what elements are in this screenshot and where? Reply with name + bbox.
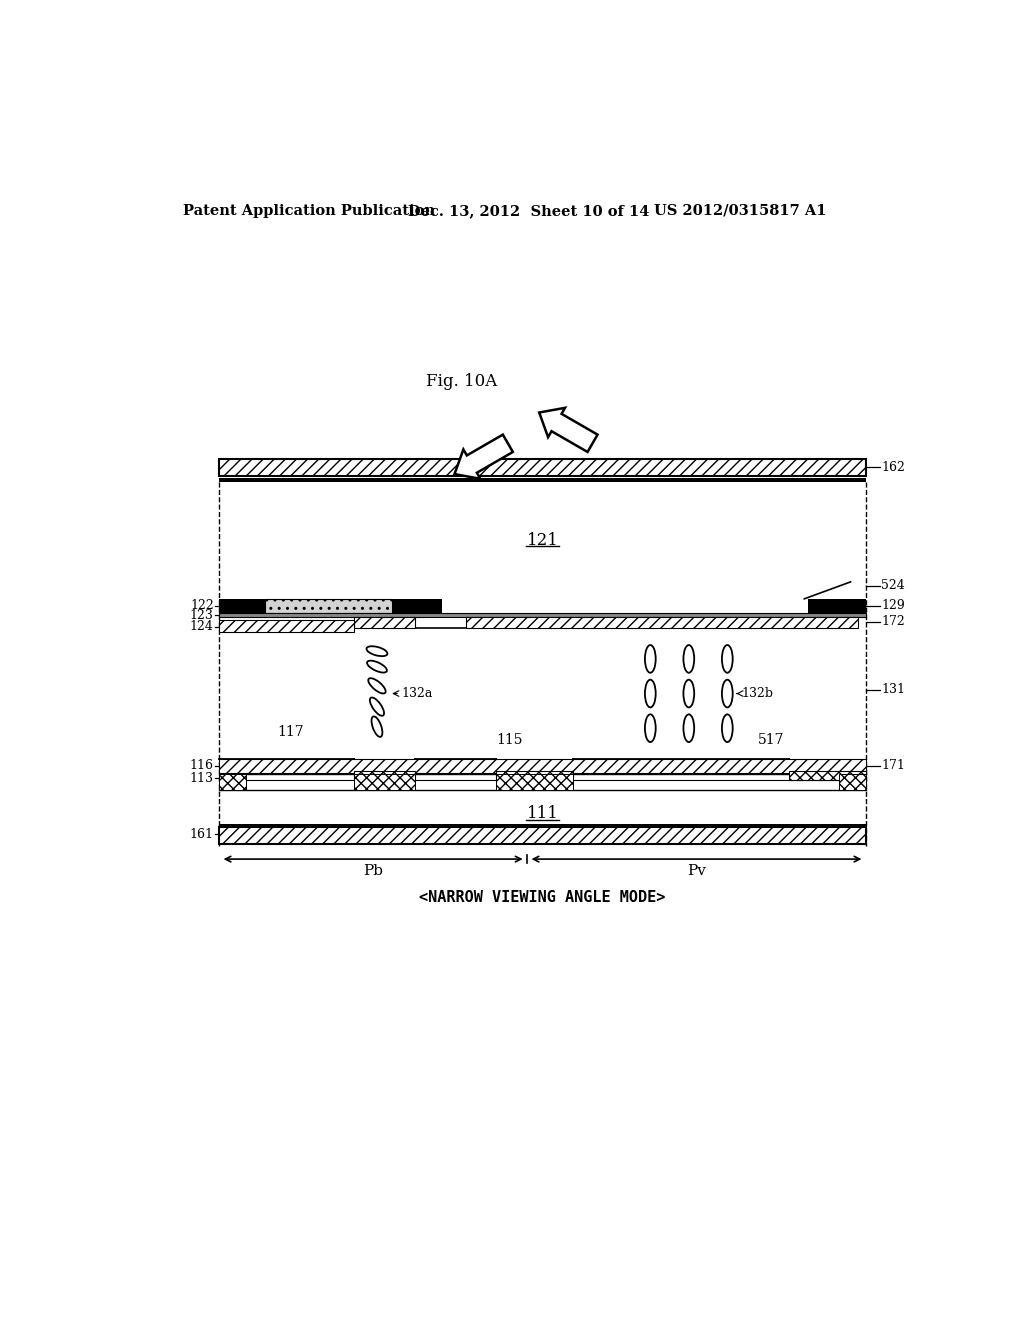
- Ellipse shape: [372, 717, 382, 737]
- Text: 123: 123: [189, 609, 214, 622]
- Text: 116: 116: [189, 759, 214, 772]
- Text: 117: 117: [276, 725, 303, 739]
- Text: Dec. 13, 2012  Sheet 10 of 14: Dec. 13, 2012 Sheet 10 of 14: [408, 203, 649, 218]
- Text: 131: 131: [882, 684, 905, 696]
- Bar: [354, 616, 416, 628]
- Text: 111: 111: [526, 805, 558, 822]
- Text: Pb: Pb: [364, 865, 383, 878]
- Bar: [497, 771, 573, 780]
- Ellipse shape: [645, 714, 655, 742]
- Bar: [808, 599, 866, 612]
- Bar: [219, 620, 354, 632]
- Bar: [354, 771, 416, 780]
- Ellipse shape: [367, 647, 387, 656]
- Ellipse shape: [645, 680, 655, 708]
- Polygon shape: [455, 434, 513, 479]
- Text: 524: 524: [882, 579, 905, 593]
- Bar: [219, 459, 866, 475]
- Text: 517: 517: [758, 733, 784, 747]
- Bar: [219, 612, 866, 616]
- Bar: [788, 771, 866, 780]
- Text: 172: 172: [882, 615, 905, 628]
- Text: <NARROW VIEWING ANGLE MODE>: <NARROW VIEWING ANGLE MODE>: [419, 890, 666, 906]
- Text: 161: 161: [189, 828, 214, 841]
- Text: 124: 124: [189, 620, 214, 634]
- Bar: [219, 824, 866, 826]
- Bar: [219, 759, 866, 774]
- Text: 132b: 132b: [741, 686, 773, 700]
- Ellipse shape: [683, 680, 694, 708]
- Ellipse shape: [367, 660, 387, 673]
- Bar: [354, 775, 416, 789]
- Polygon shape: [540, 408, 598, 451]
- Ellipse shape: [645, 645, 655, 673]
- Bar: [219, 599, 265, 612]
- Ellipse shape: [370, 697, 384, 715]
- Text: US 2012/0315817 A1: US 2012/0315817 A1: [654, 203, 826, 218]
- Text: 132a: 132a: [401, 686, 433, 700]
- Bar: [219, 826, 866, 843]
- Bar: [219, 478, 866, 482]
- Ellipse shape: [722, 714, 733, 742]
- Ellipse shape: [683, 645, 694, 673]
- Text: 162: 162: [882, 461, 905, 474]
- Text: 115: 115: [497, 733, 523, 747]
- Text: 129: 129: [882, 599, 905, 612]
- Text: 171: 171: [882, 759, 905, 772]
- Ellipse shape: [722, 680, 733, 708]
- Ellipse shape: [722, 645, 733, 673]
- Bar: [392, 599, 442, 612]
- Text: 121: 121: [526, 532, 558, 549]
- Bar: [466, 616, 858, 628]
- Text: 113: 113: [189, 772, 214, 785]
- Text: Pv: Pv: [687, 865, 706, 878]
- Text: Patent Application Publication: Patent Application Publication: [183, 203, 435, 218]
- Text: 122: 122: [190, 599, 214, 612]
- Bar: [265, 599, 392, 612]
- Bar: [497, 775, 573, 789]
- Text: Fig. 10A: Fig. 10A: [426, 374, 498, 391]
- Bar: [219, 775, 246, 789]
- Ellipse shape: [369, 678, 386, 693]
- Text: B: B: [319, 601, 327, 611]
- Bar: [839, 775, 866, 789]
- Ellipse shape: [683, 714, 694, 742]
